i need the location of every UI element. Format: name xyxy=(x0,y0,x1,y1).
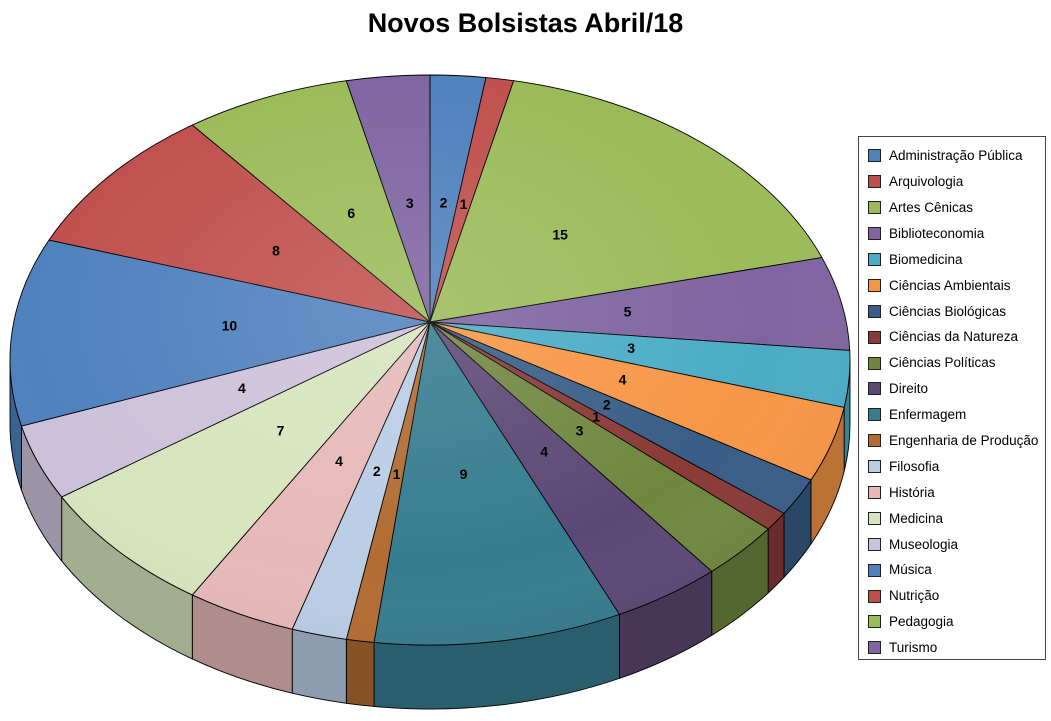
legend-label: Música xyxy=(889,562,932,578)
slice-value-label: 9 xyxy=(460,466,468,482)
legend-item[interactable]: Enfermagem xyxy=(868,402,1045,428)
legend-swatch xyxy=(868,537,881,551)
legend-label: Nutrição xyxy=(889,588,940,604)
pie-top-surface xyxy=(9,74,851,646)
legend-item[interactable]: Artes Cênicas xyxy=(868,195,1045,221)
slice-value-label: 10 xyxy=(222,317,238,333)
legend-swatch xyxy=(868,278,881,292)
legend-swatch xyxy=(868,356,881,370)
legend-swatch xyxy=(868,511,881,525)
legend-swatch xyxy=(868,615,881,629)
slice-value-label: 3 xyxy=(576,423,584,439)
legend-label: Museologia xyxy=(889,536,959,552)
legend-label: História xyxy=(889,484,935,500)
slice-value-label: 3 xyxy=(406,195,414,211)
legend-item[interactable]: Arquivologia xyxy=(868,169,1045,195)
legend-label: Ciências da Natureza xyxy=(889,329,1019,345)
legend-swatch xyxy=(868,563,881,577)
legend-label: Ciências Biológicas xyxy=(889,303,1007,319)
slice-value-label: 15 xyxy=(552,226,568,242)
legend-item[interactable]: Ciências Políticas xyxy=(868,350,1045,376)
legend-item[interactable]: Engenharia de Produção xyxy=(868,428,1045,454)
slice-value-label: 2 xyxy=(373,463,381,479)
legend-swatch xyxy=(868,486,881,500)
legend-item[interactable]: Pedagogia xyxy=(868,609,1045,635)
legend-item[interactable]: Nutrição xyxy=(868,583,1045,609)
legend-item[interactable]: Ciências Biológicas xyxy=(868,298,1045,324)
legend-item[interactable]: Direito xyxy=(868,376,1045,402)
legend-item[interactable]: Medicina xyxy=(868,505,1045,531)
legend-swatch xyxy=(868,641,881,655)
legend-swatch xyxy=(868,434,881,448)
legend-label: Biomedicina xyxy=(889,251,963,267)
legend-label: Biblioteconomia xyxy=(889,225,985,241)
slice-value-label: 3 xyxy=(627,340,635,356)
slice-value-label: 1 xyxy=(460,196,468,212)
legend-swatch xyxy=(868,304,881,318)
legend-swatch xyxy=(868,253,881,266)
slice-value-label: 6 xyxy=(347,205,355,221)
slice-value-label: 4 xyxy=(619,371,627,387)
legend-label: Engenharia de Produção xyxy=(889,432,1039,448)
legend-label: Artes Cênicas xyxy=(889,199,974,215)
legend-item[interactable]: Filosofia xyxy=(868,454,1045,480)
legend-item[interactable]: Biblioteconomia xyxy=(868,221,1045,247)
legend-label: Administração Pública xyxy=(889,148,1023,164)
legend-item[interactable]: História xyxy=(868,480,1045,506)
pie-side-walls xyxy=(9,359,851,710)
legend-swatch xyxy=(868,408,881,422)
legend-swatch xyxy=(868,149,881,163)
legend-item[interactable]: Museologia xyxy=(868,531,1045,557)
slice-value-label: 4 xyxy=(238,380,246,396)
legend-item[interactable]: Administração Pública xyxy=(868,143,1045,169)
legend-label: Turismo xyxy=(889,640,938,656)
legend-swatch xyxy=(868,460,881,474)
slice-value-label: 2 xyxy=(603,397,611,413)
slice-value-label: 7 xyxy=(277,423,285,439)
legend-swatch xyxy=(868,382,881,396)
legend-label: Pedagogia xyxy=(889,614,954,630)
legend-item[interactable]: Ciências Ambientais xyxy=(868,272,1045,298)
slice-value-label: 4 xyxy=(540,444,548,460)
legend-swatch xyxy=(868,175,881,189)
legend-item[interactable]: Música xyxy=(868,557,1045,583)
legend-item[interactable]: Ciências da Natureza xyxy=(868,324,1045,350)
legend-label: Ciências Políticas xyxy=(889,355,996,371)
legend-swatch xyxy=(868,589,881,603)
legend-label: Enfermagem xyxy=(889,407,967,423)
legend-label: Ciências Ambientais xyxy=(889,277,1011,293)
legend-label: Filosofia xyxy=(889,458,940,474)
pie-lighting-overlay xyxy=(10,75,850,645)
slice-value-label: 8 xyxy=(272,243,280,259)
slice-value-label: 5 xyxy=(624,304,632,320)
legend: Administração Pública Arquivologia Artes C… xyxy=(858,136,1046,660)
legend-label: Medicina xyxy=(889,510,944,526)
legend-label: Direito xyxy=(889,381,929,397)
pie-slice-side xyxy=(345,638,375,707)
slice-value-label: 2 xyxy=(440,194,448,210)
slice-value-label: 4 xyxy=(335,453,343,469)
legend-item[interactable]: Biomedicina xyxy=(868,247,1045,273)
legend-swatch xyxy=(868,227,881,241)
legend-swatch xyxy=(868,330,881,344)
pie-slice-side xyxy=(291,628,347,704)
legend-swatch xyxy=(868,201,881,215)
slice-value-label: 1 xyxy=(393,466,401,482)
legend-label: Arquivologia xyxy=(889,174,964,190)
legend-item[interactable]: Turismo xyxy=(868,635,1045,661)
chart-title: Novos Bolsistas Abril/18 xyxy=(367,8,684,38)
slice-value-label: 1 xyxy=(592,408,600,424)
